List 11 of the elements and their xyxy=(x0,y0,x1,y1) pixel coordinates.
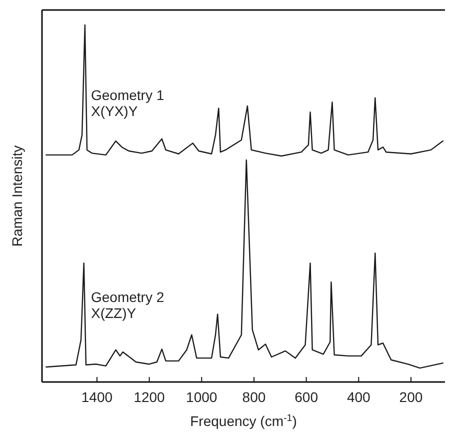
x-tick-label: 600 xyxy=(294,389,318,405)
x-tick-label: 400 xyxy=(346,389,371,405)
series-label: Geometry 2 X(ZZ)Y xyxy=(91,289,164,321)
x-tick-label: 800 xyxy=(242,389,266,405)
x-axis-title: Frequency (cm$^{-1}$) xyxy=(190,412,297,429)
x-tick-label: 1200 xyxy=(134,389,166,405)
y-axis-title: Raman Intensity xyxy=(9,145,25,247)
x-tick-label: 200 xyxy=(399,389,423,405)
x-tick-label: 1400 xyxy=(81,389,113,405)
x-tick-label: 1000 xyxy=(186,389,218,405)
series-label: Geometry 1 X(YX)Y xyxy=(91,87,164,119)
